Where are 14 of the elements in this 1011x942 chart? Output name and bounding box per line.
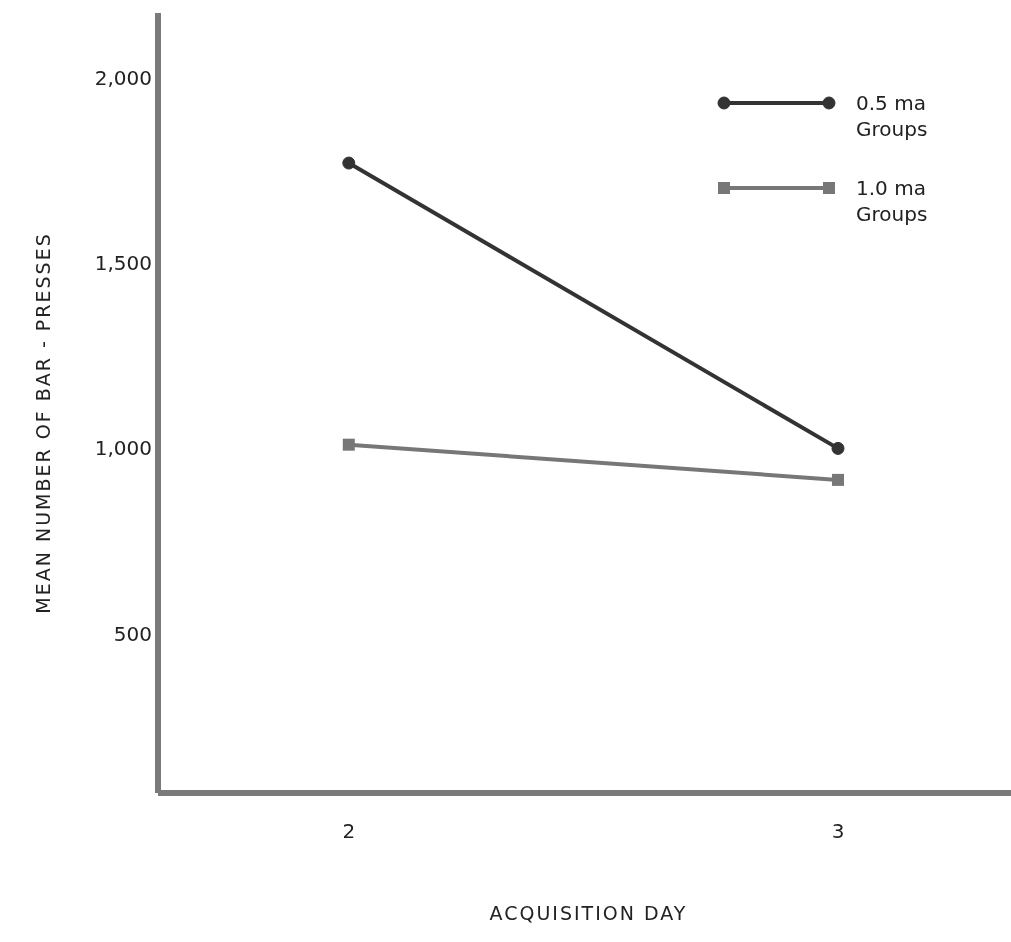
- point: [342, 438, 355, 451]
- x-tick-label: 3: [831, 819, 845, 843]
- y-tick-label: 1,500: [94, 251, 152, 276]
- y-tick-label: 1,000: [94, 436, 152, 461]
- y-tick-label: 2,000: [94, 65, 152, 90]
- y-tick-label: 500: [113, 621, 152, 646]
- legend-label: 0.5 ma Groups: [856, 91, 928, 141]
- x-tick-label: 2: [342, 819, 356, 843]
- y-axis-title: MEAN NUMBER OF BAR - PRESSES: [32, 232, 54, 614]
- x-axis-title: ACQUISITION DAY: [489, 902, 688, 924]
- legend-label: 1.0 ma Groups: [856, 176, 928, 226]
- point: [831, 473, 844, 486]
- point: [342, 156, 356, 170]
- point: [831, 441, 845, 455]
